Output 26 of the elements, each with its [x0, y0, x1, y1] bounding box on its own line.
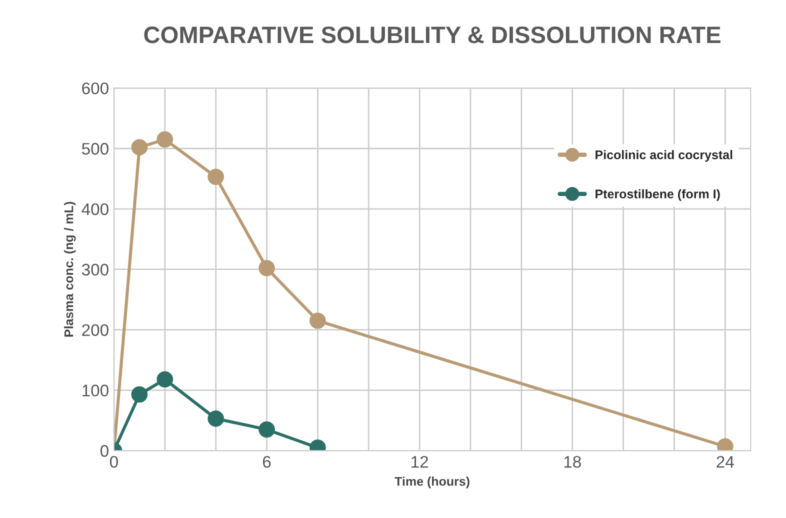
y-tick-label: 200 [82, 324, 108, 336]
y-tick-label: 100 [82, 384, 108, 396]
y-tick-label: 500 [82, 142, 108, 155]
x-tick-label: 18 [564, 456, 581, 468]
point [156, 131, 174, 148]
y-tick-label: 300 [82, 264, 108, 276]
x-tick-label: 12 [412, 456, 428, 468]
point [208, 168, 224, 186]
y-tick-label: 600 [82, 82, 108, 94]
point [156, 371, 174, 388]
point [258, 421, 275, 438]
point [131, 386, 148, 403]
point [208, 410, 224, 427]
y-tick-label: 0 [100, 445, 108, 457]
point [310, 312, 326, 329]
y-tick-label: 400 [82, 203, 108, 216]
chart-title: COMPARATIVE SOLUBILITY & DISSOLUTION RATE [144, 26, 720, 44]
x-tick-label: 24 [716, 456, 734, 468]
x-axis-title: Time (hours) [394, 476, 470, 488]
y-axis-title: Plasma conc. (ng / mL) [64, 202, 76, 337]
legend-label: Pterostilbene (form I) [596, 189, 720, 201]
legend-label: Picolinic acid cocrystal [596, 150, 732, 162]
x-tick-label: 6 [262, 456, 271, 468]
point [131, 139, 148, 156]
x-tick-label: 0 [110, 456, 118, 468]
point [258, 260, 275, 276]
